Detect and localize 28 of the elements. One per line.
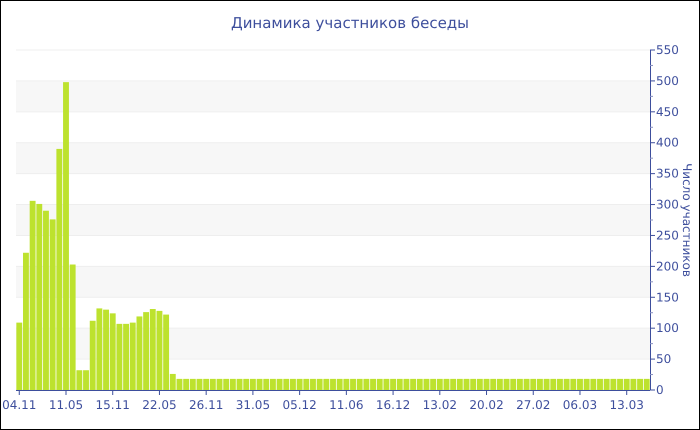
x-tick-label: 22.05 [142,398,177,412]
y2-tick-label: 0 [656,383,664,397]
y2-tick-label: 150 [656,290,679,304]
y2-tick-label: 50 [656,352,672,366]
x-tick-label: 27.02 [516,398,550,412]
x-tick-label: 13.03 [610,398,644,412]
x-tick-label: 13.02 [422,398,457,412]
y2-tick-label: 200 [656,259,679,274]
x-tick-label: 26.11 [188,398,224,412]
x-tick-label: 15.11 [96,398,130,412]
x-tick-label: 16.12 [376,398,410,412]
x-tick-label: 11.05 [48,398,84,412]
x-tick-label: 04.11 [2,398,36,412]
y2-tick-label: 550 [656,43,679,57]
y2-axis-title: Число участников [680,163,694,277]
y2-tick-label: 250 [656,228,679,242]
x-tick-label: 05.12 [282,398,317,412]
y2-tick-label: 400 [656,136,679,150]
y2-tick-label: 450 [656,104,679,119]
x-tick-label: 11.06 [329,398,364,412]
y2-tick-label: 350 [656,166,679,181]
x-tick-label: 31.05 [236,398,270,412]
x-tick-label: 20.02 [469,398,504,412]
x-tick-label: 06.03 [562,398,598,412]
y2-tick-label: 300 [656,198,679,212]
chart-title: Динамика участников беседы [230,14,470,32]
y2-tick-label: 500 [656,74,679,88]
y2-tick-label: 100 [656,321,679,336]
